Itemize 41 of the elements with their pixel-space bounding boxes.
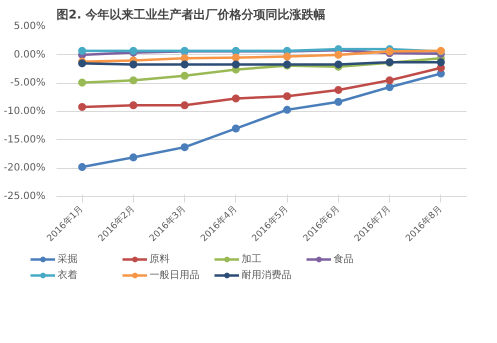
legend-label: 耐用消费品	[242, 268, 292, 282]
point	[129, 153, 138, 162]
point	[232, 94, 240, 102]
y-tick-label: -25.00%	[4, 191, 46, 202]
point	[334, 98, 342, 106]
point	[129, 60, 138, 68]
point	[334, 60, 342, 68]
point	[232, 60, 240, 68]
y-tick-label: -20.00%	[4, 162, 46, 174]
chart-title: 图2. 今年以来工业生产者出厂价格分项同比涨跌幅	[56, 8, 326, 22]
point	[283, 106, 292, 114]
legend-label: 原料	[150, 252, 170, 266]
legend-label: 衣着	[58, 268, 78, 282]
point	[232, 124, 240, 132]
legend-label: 一般日用品	[150, 269, 200, 282]
point	[283, 92, 292, 100]
point	[129, 101, 138, 110]
point	[386, 83, 394, 92]
point	[78, 163, 86, 172]
point	[283, 52, 292, 61]
point	[180, 143, 189, 152]
point	[334, 50, 342, 59]
point	[78, 78, 86, 87]
legend-label: 食品	[334, 253, 354, 266]
point	[180, 101, 189, 110]
point	[129, 76, 138, 84]
y-tick-label: 5.00%	[14, 21, 46, 32]
point	[436, 58, 445, 66]
point	[386, 76, 394, 84]
legend-label: 加工	[242, 252, 262, 266]
y-tick-label: -15.00%	[4, 134, 46, 146]
point	[180, 60, 189, 68]
point	[232, 54, 240, 62]
point	[78, 102, 86, 111]
y-tick-label: 0.00%	[14, 49, 46, 60]
y-tick-label: -10.00%	[4, 106, 46, 117]
y-tick-label: -5.00%	[10, 78, 46, 89]
legend-label: 采掘	[58, 252, 78, 266]
point	[78, 46, 86, 55]
point	[334, 86, 342, 94]
point	[180, 72, 189, 80]
